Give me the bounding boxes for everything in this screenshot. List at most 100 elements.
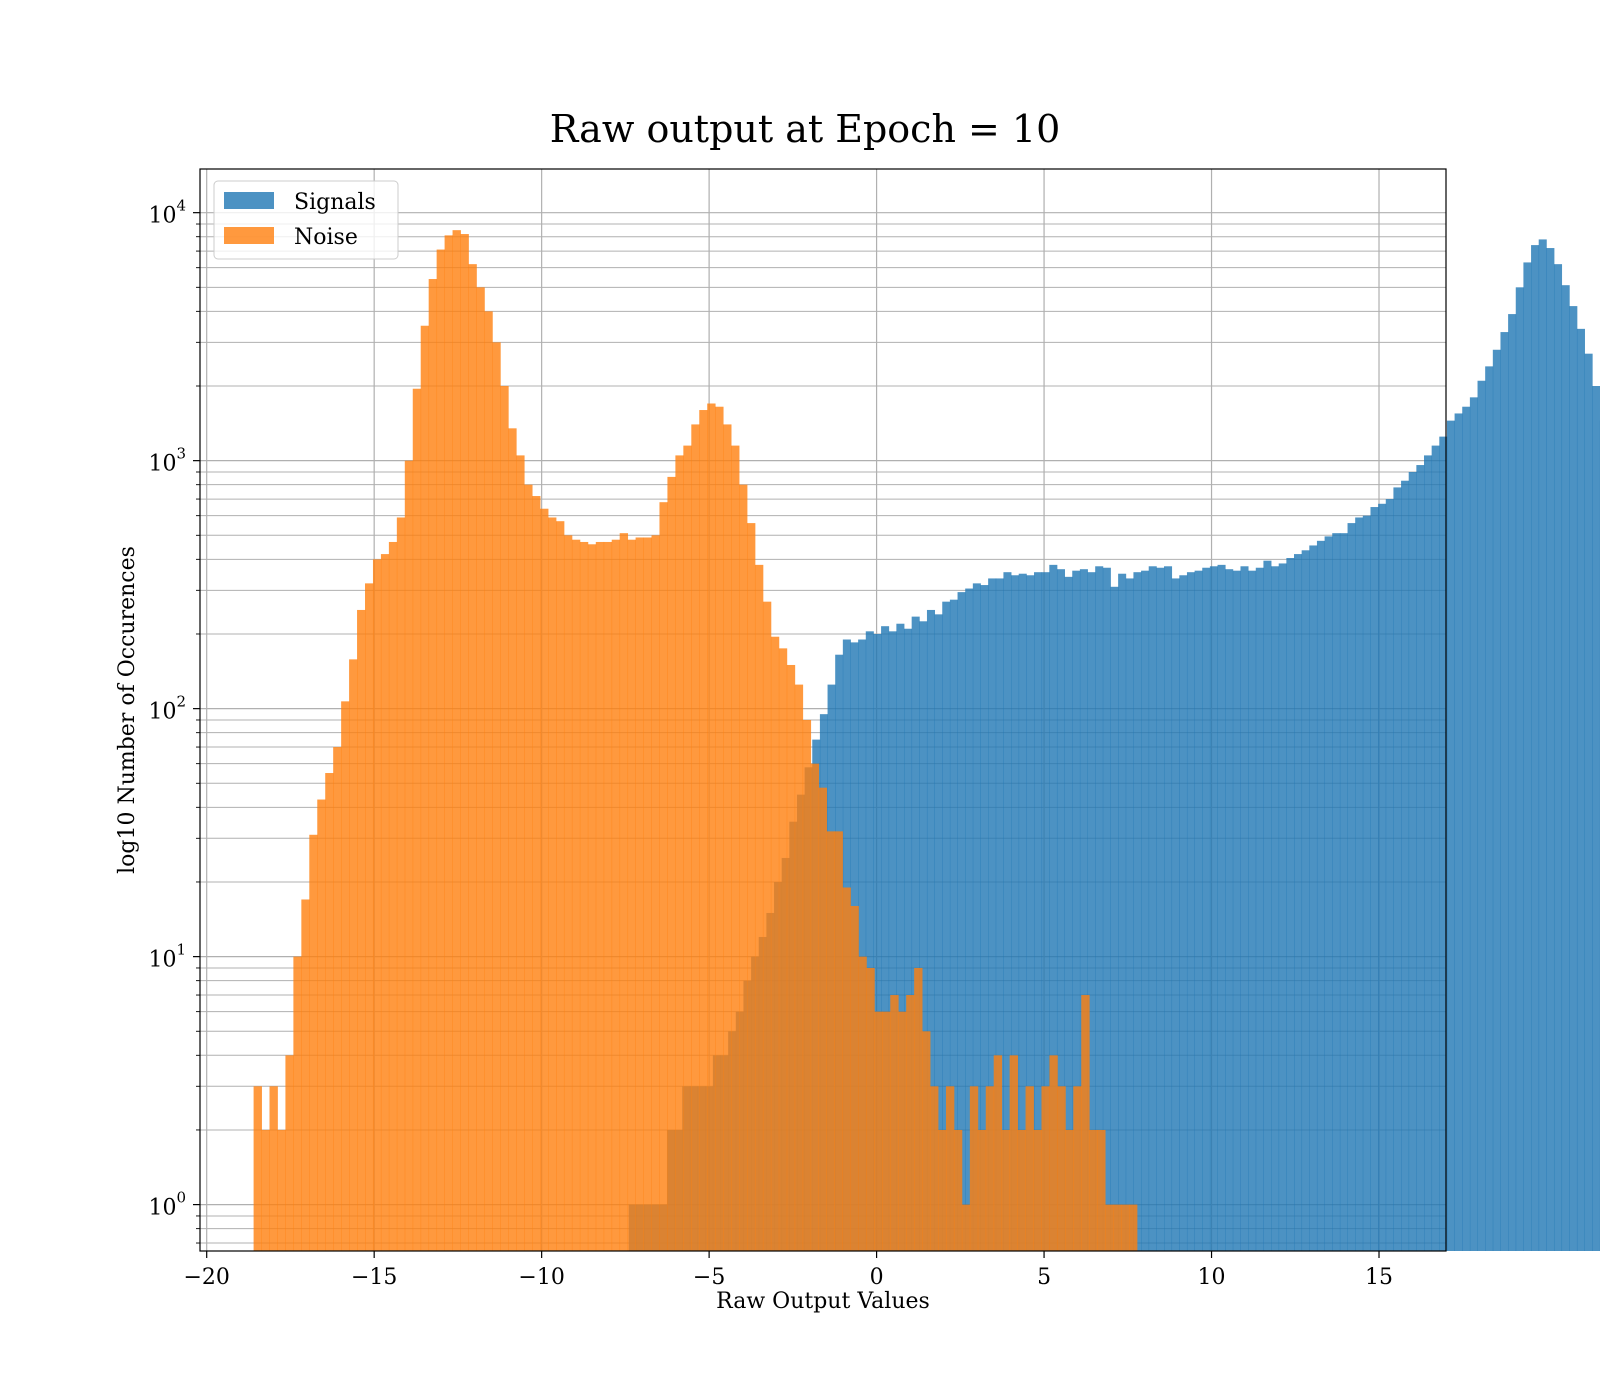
x-tick-label: 5 [1037, 1265, 1051, 1290]
bar-noise [786, 664, 796, 1251]
bar-noise [818, 787, 827, 1251]
bar-signals [1309, 545, 1318, 1251]
bar-signals [888, 631, 897, 1251]
bar-signals [1141, 570, 1150, 1251]
bar-signals [1462, 406, 1471, 1252]
bar-noise [396, 517, 406, 1251]
bar-signals [1485, 366, 1494, 1251]
bar-noise [858, 956, 867, 1251]
bar-signals [1500, 332, 1509, 1251]
bar-signals [1477, 380, 1486, 1251]
bar-noise [969, 1086, 979, 1251]
y-tick-label: 102 [148, 693, 186, 725]
bar-noise [961, 1204, 971, 1251]
y-tick-label: 103 [148, 445, 186, 477]
bar-signals [1125, 578, 1134, 1251]
bar-signals [1531, 245, 1540, 1251]
bar-signals [1492, 349, 1501, 1252]
bar-signals [1271, 566, 1280, 1251]
bar-noise [747, 523, 756, 1251]
bar-noise [794, 684, 804, 1251]
bar-signals [1316, 540, 1325, 1251]
y-tick-label: 101 [148, 941, 186, 973]
bar-signals [858, 639, 867, 1251]
bar-signals [942, 601, 951, 1251]
bar-noise [675, 455, 684, 1251]
bar-noise [699, 410, 708, 1251]
bar-signals [1584, 353, 1593, 1251]
bar-signals [1148, 566, 1157, 1251]
bar-noise [1065, 1129, 1074, 1251]
bar-signals [1278, 563, 1287, 1251]
bar-noise [556, 521, 565, 1251]
bar-signals [934, 614, 943, 1251]
bar-noise [253, 1086, 262, 1251]
bar-noise [874, 1011, 883, 1251]
bar-noise [269, 1086, 278, 1251]
bar-noise [476, 287, 485, 1252]
bar-signals [911, 616, 920, 1251]
bar-noise [372, 559, 382, 1251]
bar-signals [1431, 445, 1440, 1251]
bar-signals [1225, 569, 1234, 1251]
bar-noise [731, 445, 740, 1251]
bar-noise [850, 906, 859, 1251]
bar-noise [1113, 1204, 1122, 1251]
bar-noise [1129, 1204, 1138, 1251]
bar-noise [922, 1031, 931, 1251]
bar-noise [349, 659, 358, 1251]
bar-noise [508, 428, 517, 1251]
bar-signals [1286, 557, 1295, 1251]
bar-signals [1362, 515, 1371, 1251]
bar-signals [1118, 573, 1127, 1251]
bar-noise [659, 502, 668, 1251]
bar-noise [890, 995, 899, 1251]
bar-signals [1339, 533, 1348, 1251]
bar-signals [1011, 575, 1020, 1251]
legend-swatch-signals [224, 192, 274, 209]
bar-signals [865, 631, 874, 1251]
bar-noise [834, 831, 843, 1251]
bar-noise [516, 455, 525, 1251]
bar-signals [1553, 264, 1563, 1251]
bar-signals [1202, 567, 1211, 1251]
bar-signals [926, 609, 936, 1251]
bar-noise [285, 1055, 294, 1251]
bar-signals [1508, 314, 1517, 1251]
bar-signals [1385, 499, 1394, 1251]
bar-signals [1018, 573, 1027, 1251]
legend: Signals Noise [213, 180, 399, 260]
x-tick-label: −10 [518, 1265, 564, 1290]
bar-noise [898, 1011, 907, 1251]
bar-noise [1025, 1086, 1034, 1251]
bar-signals [1408, 471, 1417, 1252]
bar-noise [571, 539, 581, 1251]
bar-noise [548, 517, 557, 1251]
bar-noise [635, 537, 644, 1251]
bar-signals [1446, 420, 1455, 1252]
bar-noise [1105, 1204, 1114, 1251]
bar-noise [532, 496, 541, 1251]
bar-noise [579, 541, 589, 1251]
series-noise [253, 230, 1138, 1252]
bar-signals [1439, 436, 1448, 1251]
bar-signals [980, 585, 989, 1251]
x-tick-label: −20 [183, 1265, 229, 1290]
bar-signals [1164, 566, 1173, 1251]
bar-signals [1095, 566, 1104, 1251]
bar-signals [1194, 570, 1203, 1251]
bar-signals [1324, 536, 1333, 1251]
bar-signals [1523, 262, 1532, 1251]
bar-noise [754, 564, 764, 1251]
bar-noise [993, 1055, 1003, 1251]
bar-noise [460, 234, 469, 1251]
bar-signals [1255, 567, 1264, 1251]
bar-noise [603, 541, 613, 1251]
histogram-bars [253, 230, 1600, 1252]
bar-noise [707, 403, 716, 1252]
bar-noise [595, 541, 605, 1251]
bar-noise [866, 967, 875, 1251]
bar-signals [1079, 569, 1088, 1251]
